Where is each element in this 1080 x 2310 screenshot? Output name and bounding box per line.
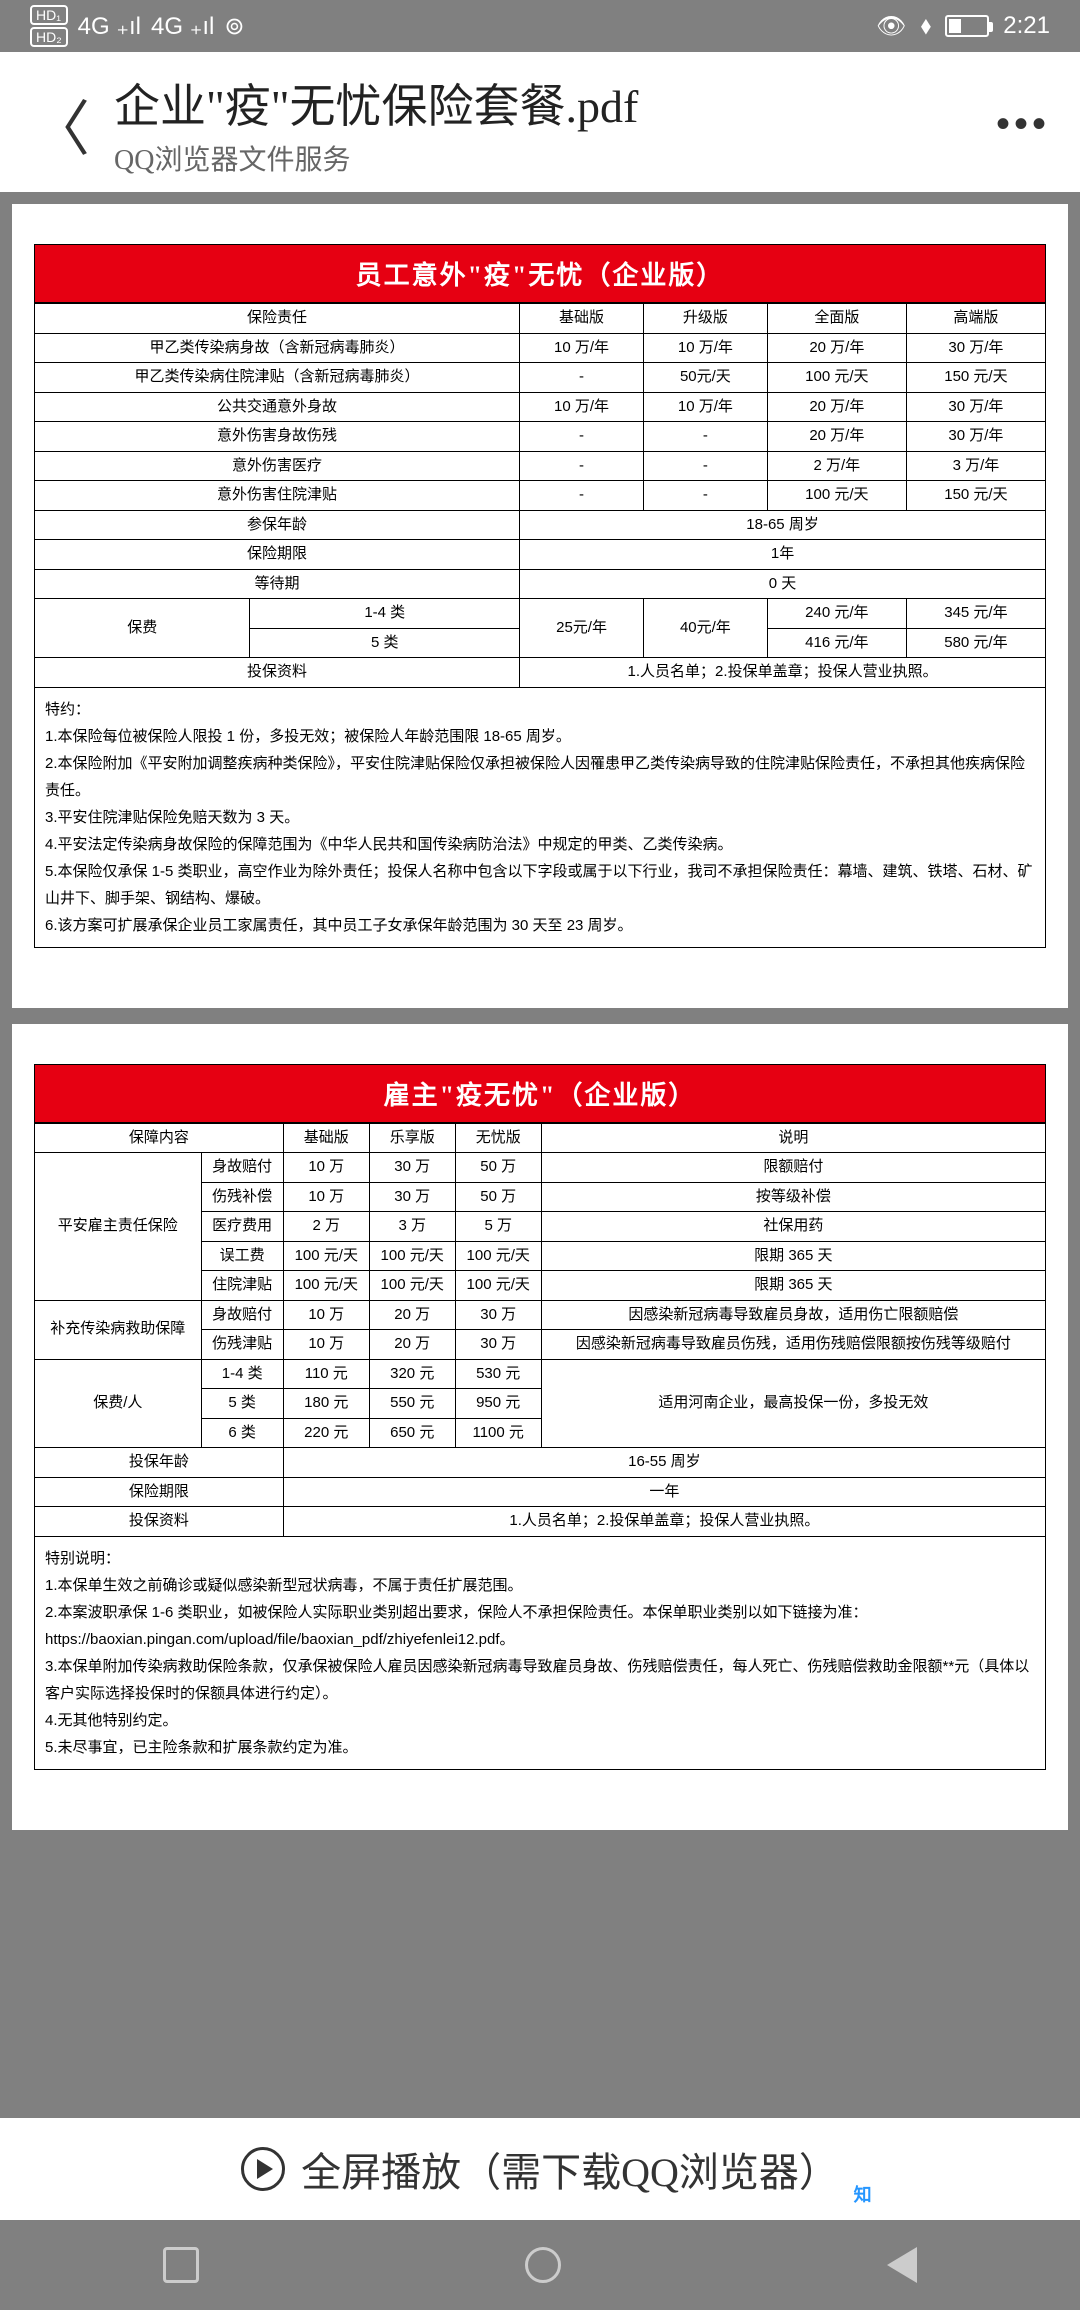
play-icon (241, 2147, 285, 2191)
fullscreen-label: 全屏播放（需下载QQ浏览器） (301, 2140, 839, 2198)
zhihu-icon: 知 (850, 2181, 876, 2207)
wifi-icon: ⊚ (224, 12, 244, 41)
pdf-page-1: 员工意外"疫"无忧（企业版） 保险责任基础版升级版全面版高端版 甲乙类传染病身故… (12, 204, 1068, 1008)
bluetooth-icon: ⬧ (920, 12, 931, 40)
app-header: 〈 企业"疫"无忧保险套餐.pdf QQ浏览器文件服务 ••• (0, 52, 1080, 192)
hd1-badge: HD₁ (30, 5, 68, 25)
signal-1: 4G ₊ıl (78, 12, 141, 41)
clock: 2:21 (1003, 12, 1050, 40)
signal-2: 4G ₊ıl (151, 12, 214, 41)
pdf-viewport[interactable]: 员工意外"疫"无忧（企业版） 保险责任基础版升级版全面版高端版 甲乙类传染病身故… (0, 192, 1080, 1858)
back-system-button[interactable] (887, 2247, 917, 2283)
battery-icon (945, 15, 989, 37)
status-left: HD₁HD₂ 4G ₊ıl 4G ₊ıl ⊚ (30, 5, 244, 47)
status-right: 👁 ⬧ 2:21 (876, 12, 1050, 41)
table2-title: 雇主"疫无忧"（企业版） (34, 1064, 1046, 1123)
watermark-text: @保险经纪人秋波 (884, 2178, 1060, 2210)
more-button[interactable]: ••• (996, 102, 1050, 147)
status-bar: HD₁HD₂ 4G ₊ıl 4G ₊ıl ⊚ 👁 ⬧ 2:21 (0, 0, 1080, 52)
page-subtitle: QQ浏览器文件服务 (114, 138, 996, 178)
table2: 保障内容基础版乐享版无忧版说明 平安雇主责任保险身故赔付10 万30 万50 万… (34, 1123, 1046, 1537)
table1-notes: 特约：1.本保险每位被保险人限投 1 份，多投无效；被保险人年龄范围限 18-6… (34, 688, 1046, 948)
eye-icon: 👁 (876, 12, 906, 41)
recent-apps-button[interactable] (163, 2247, 199, 2283)
hd2-badge: HD₂ (30, 27, 68, 47)
watermark: 知 @保险经纪人秋波 (850, 2178, 1060, 2210)
home-button[interactable] (525, 2247, 561, 2283)
pdf-page-2: 雇主"疫无忧"（企业版） 保障内容基础版乐享版无忧版说明 平安雇主责任保险身故赔… (12, 1024, 1068, 1830)
system-nav (0, 2220, 1080, 2310)
page-title: 企业"疫"无忧保险套餐.pdf (114, 70, 996, 136)
table1: 保险责任基础版升级版全面版高端版 甲乙类传染病身故（含新冠病毒肺炎）10 万/年… (34, 303, 1046, 688)
table2-notes: 特别说明：1.本保单生效之前确诊或疑似感染新型冠状病毒，不属于责任扩展范围。2.… (34, 1537, 1046, 1770)
table1-title: 员工意外"疫"无忧（企业版） (34, 244, 1046, 303)
back-button[interactable]: 〈 (30, 81, 90, 168)
